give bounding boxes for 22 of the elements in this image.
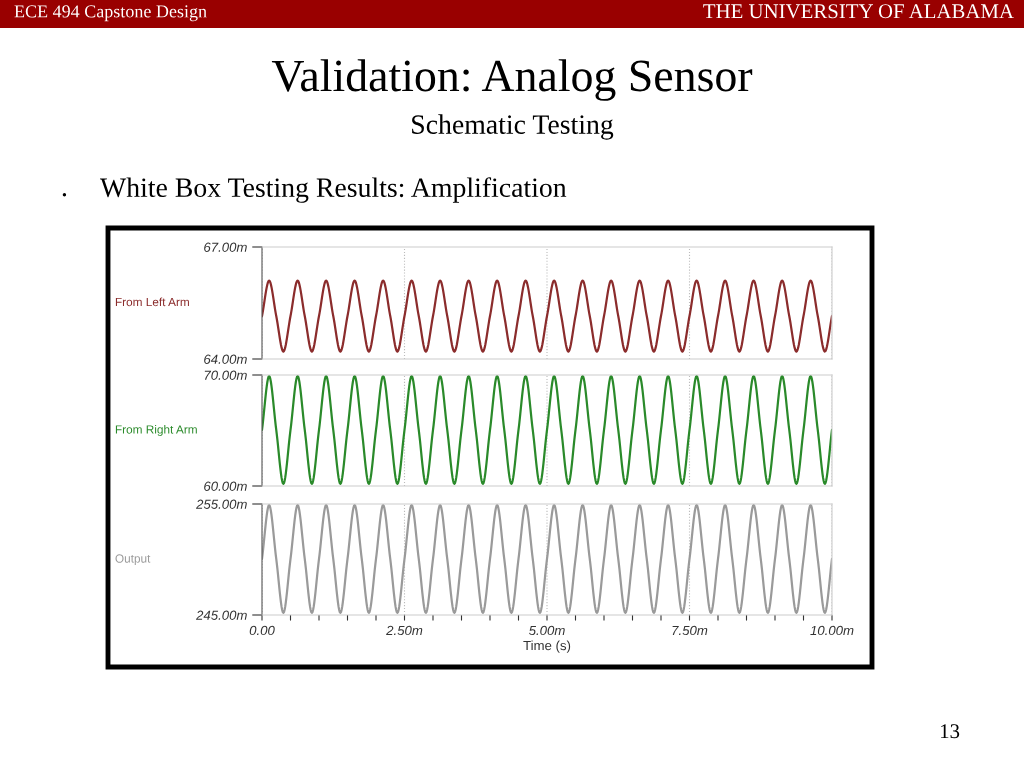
chart-subtitle: Schematic Testing bbox=[412, 114, 614, 140]
text: THE UNIVERSITY OF ALABAMA bbox=[703, 4, 1014, 19]
text: Output bbox=[115, 554, 151, 565]
text: ECE 494 Capstone Design bbox=[14, 5, 207, 22]
x-tick-label: 2.50m bbox=[386, 625, 423, 636]
y-tick-label: 67.00m bbox=[204, 242, 247, 252]
text: From Right Arm bbox=[115, 425, 197, 436]
y-tick-label: 70.00m bbox=[204, 370, 247, 380]
x-axis-title: Time (s) bbox=[523, 640, 571, 653]
x-tick-label: 10.00m bbox=[810, 625, 854, 636]
x-tick-label: 5.00m bbox=[528, 625, 565, 636]
y-tick-label: 255.00m bbox=[196, 499, 247, 509]
y-tick-label: 245.00m bbox=[196, 610, 247, 620]
x-tick-label: 0.00 bbox=[249, 625, 275, 636]
y-tick-label: 60.00m bbox=[204, 481, 247, 491]
text: White Box Testing Results: Amplification bbox=[100, 177, 567, 203]
text: From Left Arm bbox=[115, 297, 189, 307]
x-tick-label: 7.50m bbox=[672, 625, 708, 636]
text: 13 bbox=[941, 724, 960, 739]
chart-title: Validation: Analog Sensor bbox=[271, 59, 753, 101]
text: • bbox=[62, 193, 67, 197]
y-tick-label: 64.00m bbox=[204, 354, 247, 364]
